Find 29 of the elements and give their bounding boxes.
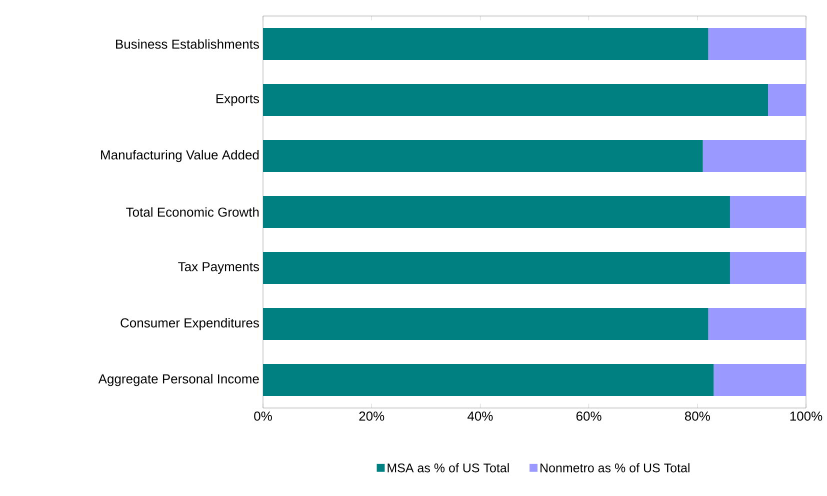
- y-tick-label: Manufacturing Value Added: [101, 150, 259, 162]
- bar: [768, 84, 806, 116]
- bar: [263, 308, 708, 340]
- x-tick-label: 0%: [254, 412, 272, 421]
- x-tick-label: 80%: [684, 412, 710, 421]
- x-tick-label: 20%: [359, 412, 384, 421]
- bar: [263, 140, 703, 172]
- y-tick-label: Tax Payments: [178, 262, 260, 274]
- bar: [263, 28, 708, 60]
- bar: [263, 252, 730, 284]
- bar: [263, 196, 730, 228]
- bar: [702, 140, 806, 172]
- legend-label: Nonmetro as % of US Total: [540, 463, 690, 472]
- bar: [714, 364, 806, 396]
- y-tick-label: Business Establishments: [116, 39, 259, 49]
- bar: [730, 252, 806, 284]
- y-tick-label: Total Economic Growth: [126, 207, 259, 217]
- x-tick-label: 100%: [790, 412, 822, 421]
- bar: [730, 196, 806, 228]
- y-tick-label: Aggregate Personal Income: [98, 374, 259, 386]
- bar: [708, 28, 806, 60]
- x-tick-label: 60%: [576, 412, 602, 421]
- bar: [708, 308, 806, 340]
- x-tick-label: 40%: [467, 412, 493, 421]
- bar: [263, 84, 768, 116]
- y-tick-label: Consumer Expenditures: [120, 318, 259, 330]
- y-tick-label: Exports: [216, 94, 260, 106]
- legend-label: MSA as % of US Total: [388, 463, 509, 472]
- bar: [263, 364, 714, 396]
